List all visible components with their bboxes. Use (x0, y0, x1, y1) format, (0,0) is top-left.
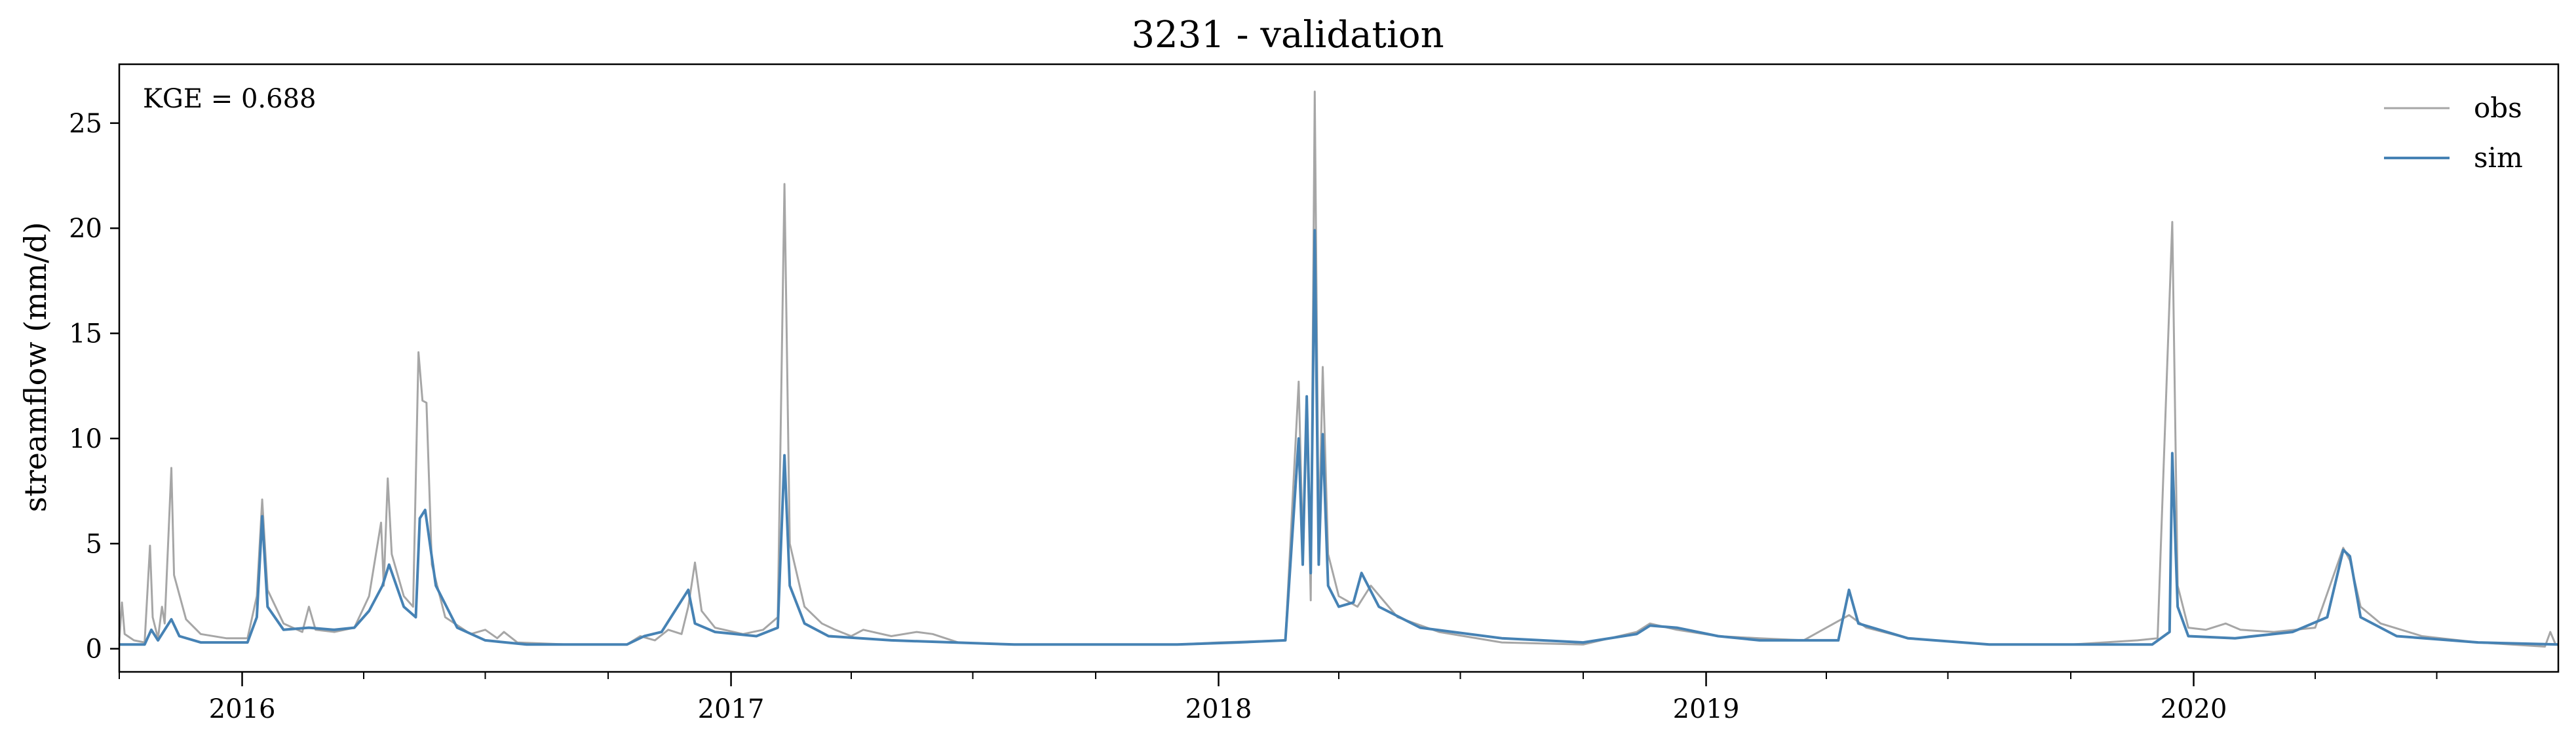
chart-title: 3231 - validation (1131, 14, 1444, 56)
legend-label-obs: obs (2474, 92, 2522, 124)
plot-area: 0 5 10 15 20 25 2016 2017 2018 2019 2020 (69, 63, 2560, 724)
y-tick-label: 20 (69, 214, 102, 244)
x-tick-label: 2020 (2161, 694, 2227, 724)
y-tick-label: 10 (69, 424, 102, 454)
x-tick-label: 2019 (1673, 694, 1740, 724)
y-axis-label: streamflow (mm/d) (18, 222, 53, 513)
y-tick-label: 15 (69, 319, 102, 349)
legend-label-sim: sim (2474, 142, 2523, 174)
kge-annotation: KGE = 0.688 (143, 84, 317, 114)
x-tick-label: 2017 (698, 694, 765, 724)
x-tick-label: 2016 (209, 694, 276, 724)
x-tick-label: 2018 (1185, 694, 1252, 724)
y-tick-label: 0 (86, 635, 102, 665)
legend: obs sim (2384, 92, 2523, 174)
y-tick-label: 5 (86, 529, 102, 559)
y-tick-label: 25 (69, 109, 102, 139)
series-line-sim (119, 229, 2559, 646)
